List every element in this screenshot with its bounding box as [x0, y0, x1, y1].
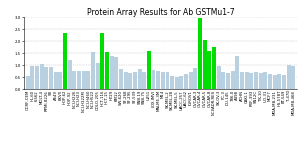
Bar [58, 72, 62, 89]
Bar [221, 72, 225, 89]
Bar [82, 71, 86, 89]
Bar [207, 51, 212, 89]
Bar [166, 72, 170, 89]
Bar [77, 71, 81, 89]
Bar [277, 74, 281, 89]
Bar [161, 72, 165, 89]
Bar [282, 75, 286, 89]
Bar [179, 76, 183, 89]
Bar [105, 52, 109, 89]
Bar [286, 65, 291, 89]
Bar [217, 66, 221, 89]
Bar [212, 47, 216, 89]
Bar [240, 72, 244, 89]
Bar [68, 60, 72, 89]
Bar [194, 68, 197, 89]
Bar [26, 76, 30, 89]
Bar [291, 66, 295, 89]
Bar [35, 66, 39, 89]
Bar [273, 75, 277, 89]
Bar [49, 67, 53, 89]
Bar [268, 74, 272, 89]
Bar [96, 63, 100, 89]
Bar [226, 73, 230, 89]
Bar [30, 67, 34, 89]
Bar [63, 33, 67, 89]
Bar [175, 77, 179, 89]
Bar [170, 76, 174, 89]
Bar [72, 71, 76, 89]
Bar [114, 57, 118, 89]
Bar [236, 56, 239, 89]
Bar [245, 72, 249, 89]
Bar [259, 73, 262, 89]
Bar [91, 52, 95, 89]
Bar [54, 72, 58, 89]
Bar [142, 72, 146, 89]
Bar [249, 73, 253, 89]
Bar [138, 69, 142, 89]
Bar [152, 70, 155, 89]
Bar [198, 18, 202, 89]
Bar [128, 73, 132, 89]
Bar [44, 67, 48, 89]
Bar [147, 51, 151, 89]
Bar [86, 71, 90, 89]
Bar [40, 64, 44, 89]
Bar [189, 72, 193, 89]
Bar [110, 56, 114, 89]
Bar [124, 72, 128, 89]
Bar [100, 33, 104, 89]
Bar [184, 74, 188, 89]
Bar [119, 69, 123, 89]
Title: Protein Array Results for Ab GSTMu1-7: Protein Array Results for Ab GSTMu1-7 [87, 8, 234, 17]
Bar [203, 40, 207, 89]
Bar [231, 71, 235, 89]
Bar [133, 72, 137, 89]
Bar [263, 72, 267, 89]
Bar [156, 71, 160, 89]
Bar [254, 72, 258, 89]
